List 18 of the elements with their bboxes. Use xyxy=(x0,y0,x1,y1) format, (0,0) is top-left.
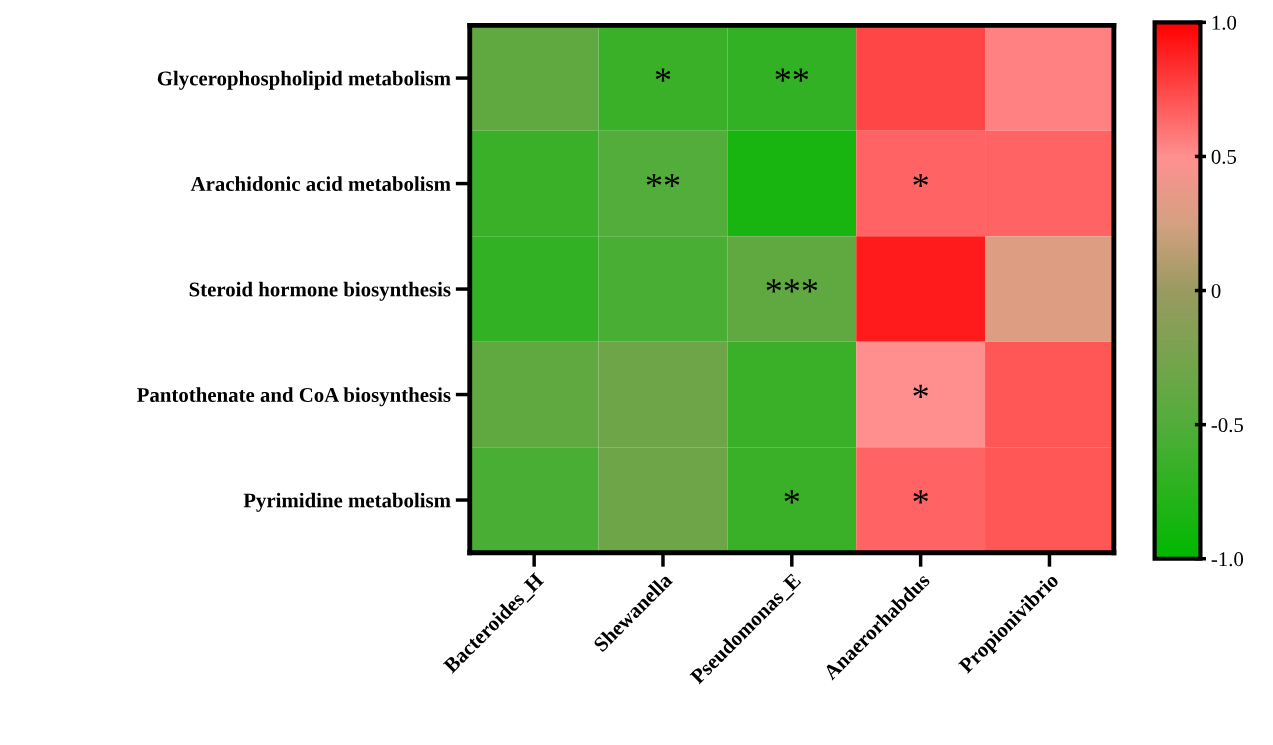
data-label: ** xyxy=(646,173,680,188)
data-label: * xyxy=(655,68,671,82)
data-label: * xyxy=(913,490,928,504)
data-label: *** xyxy=(766,279,818,293)
y-tick-label: Steroid hormone biosynthesis xyxy=(189,281,451,301)
color-bar-label: 1.0 xyxy=(1212,15,1237,30)
y-tick-label: Pyrimidine metabolism xyxy=(243,492,451,512)
data-label: * xyxy=(913,384,928,399)
y-tick-label: Pantothenate and CoA biosynthesis xyxy=(137,387,451,407)
data-label: * xyxy=(913,173,928,188)
y-tick-label: Arachidonic acid metabolism xyxy=(190,176,451,191)
color-bar-label: -1.0 xyxy=(1211,552,1244,567)
color-bar-label: -0.5 xyxy=(1211,418,1244,433)
data-label: ** xyxy=(775,68,809,82)
y-tick-label: Glycerophospholipid metabolism xyxy=(157,70,451,90)
color-bar-label: 0 xyxy=(1211,283,1221,298)
color-bar-label: 0.5 xyxy=(1211,149,1237,164)
data-label: * xyxy=(784,490,800,504)
